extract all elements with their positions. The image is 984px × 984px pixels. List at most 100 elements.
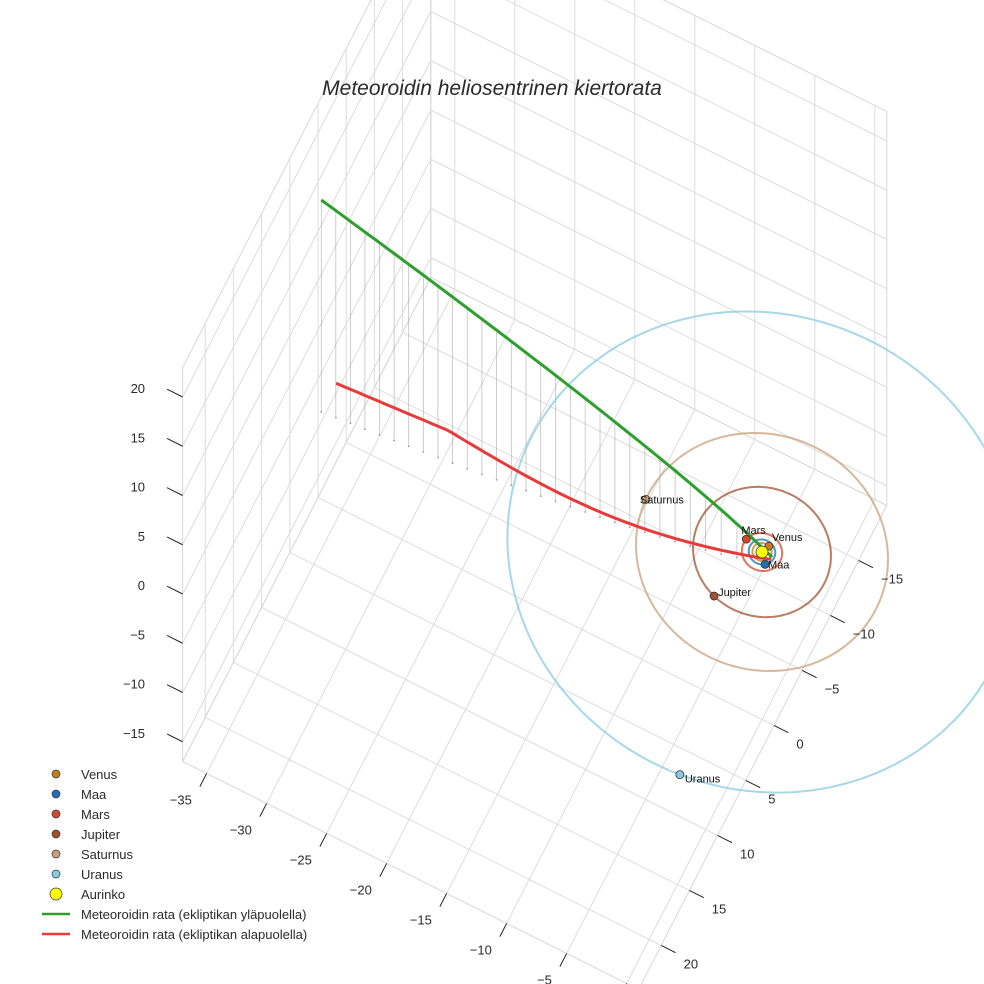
legend-label: Mars xyxy=(81,807,110,822)
grid-line xyxy=(317,497,775,726)
z-tick-mark xyxy=(166,635,183,644)
y-tick-label: −5 xyxy=(825,682,840,697)
drop-point xyxy=(495,478,498,481)
planet-maa xyxy=(760,559,770,569)
y-tick-mark xyxy=(858,560,874,569)
y-tick-label: −15 xyxy=(881,572,903,587)
grid-line xyxy=(506,439,756,924)
drop-point xyxy=(584,511,587,513)
y-tick-mark xyxy=(689,890,705,899)
drop-point xyxy=(451,462,454,465)
planet-label-mars: Mars xyxy=(741,525,766,537)
legend-marker xyxy=(51,869,61,879)
orbits-layer xyxy=(506,310,984,794)
drop-point xyxy=(349,422,352,425)
legend-marker xyxy=(51,769,61,779)
drop-point xyxy=(554,500,557,503)
legend-label: Jupiter xyxy=(81,827,121,842)
z-tick-label: −15 xyxy=(123,726,145,741)
bodies-layer: Venus Maa Mars Jupiter Saturnus Uranus xyxy=(640,494,803,785)
planet-mars xyxy=(741,534,751,544)
drop-point xyxy=(480,473,483,476)
trajectory-lower xyxy=(335,381,772,561)
grid-line xyxy=(289,552,747,781)
drop-point xyxy=(378,433,381,436)
planet-jupiter xyxy=(709,591,719,601)
orbit-mars xyxy=(740,532,784,572)
grid-line xyxy=(345,442,803,671)
legend: Venus Maa Mars Jupiter Saturnus Uranus Aurinko… xyxy=(42,767,307,942)
legend-marker xyxy=(51,789,61,799)
grid-line xyxy=(182,0,413,447)
chart-title: Meteoroidin heliosentrinen kiertorata xyxy=(322,77,662,100)
grid-line xyxy=(374,387,831,616)
drop-point xyxy=(422,451,425,453)
drop-point xyxy=(525,489,527,492)
x-tick-mark xyxy=(559,953,568,967)
grid-line xyxy=(182,0,387,398)
grid-line xyxy=(204,717,662,946)
drop-point xyxy=(659,536,661,538)
grid-line xyxy=(182,208,432,693)
grid-line xyxy=(505,0,888,191)
z-tick-label: 5 xyxy=(138,529,145,544)
y-tick-label: 10 xyxy=(740,847,754,862)
drop-point xyxy=(539,495,542,498)
planet-label-maa: Maa xyxy=(768,559,790,571)
planet-uranus xyxy=(675,770,685,780)
planet-label-venus: Venus xyxy=(772,532,803,544)
legend-marker xyxy=(49,887,63,901)
drop-point xyxy=(720,553,723,556)
legend-label: Saturnus xyxy=(81,847,134,862)
grid-line xyxy=(182,257,432,742)
grid-line xyxy=(386,379,636,864)
legend-marker xyxy=(51,829,61,839)
grid-line xyxy=(430,208,888,437)
y-tick-label: 5 xyxy=(768,792,775,807)
pane-xy xyxy=(181,276,888,984)
y-tick-mark xyxy=(660,945,676,954)
sun-marker xyxy=(755,545,769,559)
legend-label: Uranus xyxy=(81,867,123,882)
z-tick-label: 20 xyxy=(131,381,145,396)
grid-line xyxy=(182,11,432,496)
y-tick-label: 0 xyxy=(796,737,803,752)
planet-label-jupiter: Jupiter xyxy=(718,587,751,599)
legend-label: Aurinko xyxy=(81,887,125,902)
drop-point xyxy=(614,521,616,524)
grid-line xyxy=(182,159,432,644)
y-tick-mark xyxy=(745,780,761,789)
grid-line xyxy=(566,469,816,954)
x-tick-label: −5 xyxy=(537,973,552,984)
grid-line xyxy=(446,409,696,894)
drop-point xyxy=(628,526,631,529)
x-tick-label: −10 xyxy=(470,943,492,958)
drop-point xyxy=(689,545,692,547)
x-tick-mark xyxy=(499,923,508,937)
z-tick-label: 15 xyxy=(131,430,145,445)
grid-line xyxy=(233,662,690,891)
legend-marker xyxy=(51,849,61,859)
grid-layer xyxy=(181,0,888,984)
pane-yz xyxy=(182,0,432,762)
grid-line xyxy=(402,332,859,561)
drop-point xyxy=(393,439,396,442)
drop-point xyxy=(643,531,646,534)
grid-line xyxy=(326,349,576,834)
x-tick-label: −30 xyxy=(230,823,252,838)
planet-saturnus xyxy=(641,494,651,504)
x-tick-mark xyxy=(199,773,208,787)
z-tick-mark xyxy=(166,487,183,496)
trajectory-upper xyxy=(320,198,774,559)
x-tick-label: −15 xyxy=(410,913,432,928)
ticks-layer: −35 −30 −25 −20 −15 −10 −5 0 −15 −10 −5 0 5 10 15 20 20 1… xyxy=(123,381,903,984)
drop-point xyxy=(569,505,572,508)
y-tick-label: −10 xyxy=(853,627,875,642)
legend-label: Meteoroidin rata (ekliptikan alapuolella… xyxy=(81,927,307,942)
grid-line xyxy=(206,289,456,774)
x-tick-label: −25 xyxy=(290,853,312,868)
z-tick-mark xyxy=(166,684,183,693)
legend-label: Maa xyxy=(81,787,107,802)
legend-label: Meteoroidin rata (ekliptikan yläpuolella… xyxy=(81,907,306,922)
y-tick-mark xyxy=(717,835,733,844)
